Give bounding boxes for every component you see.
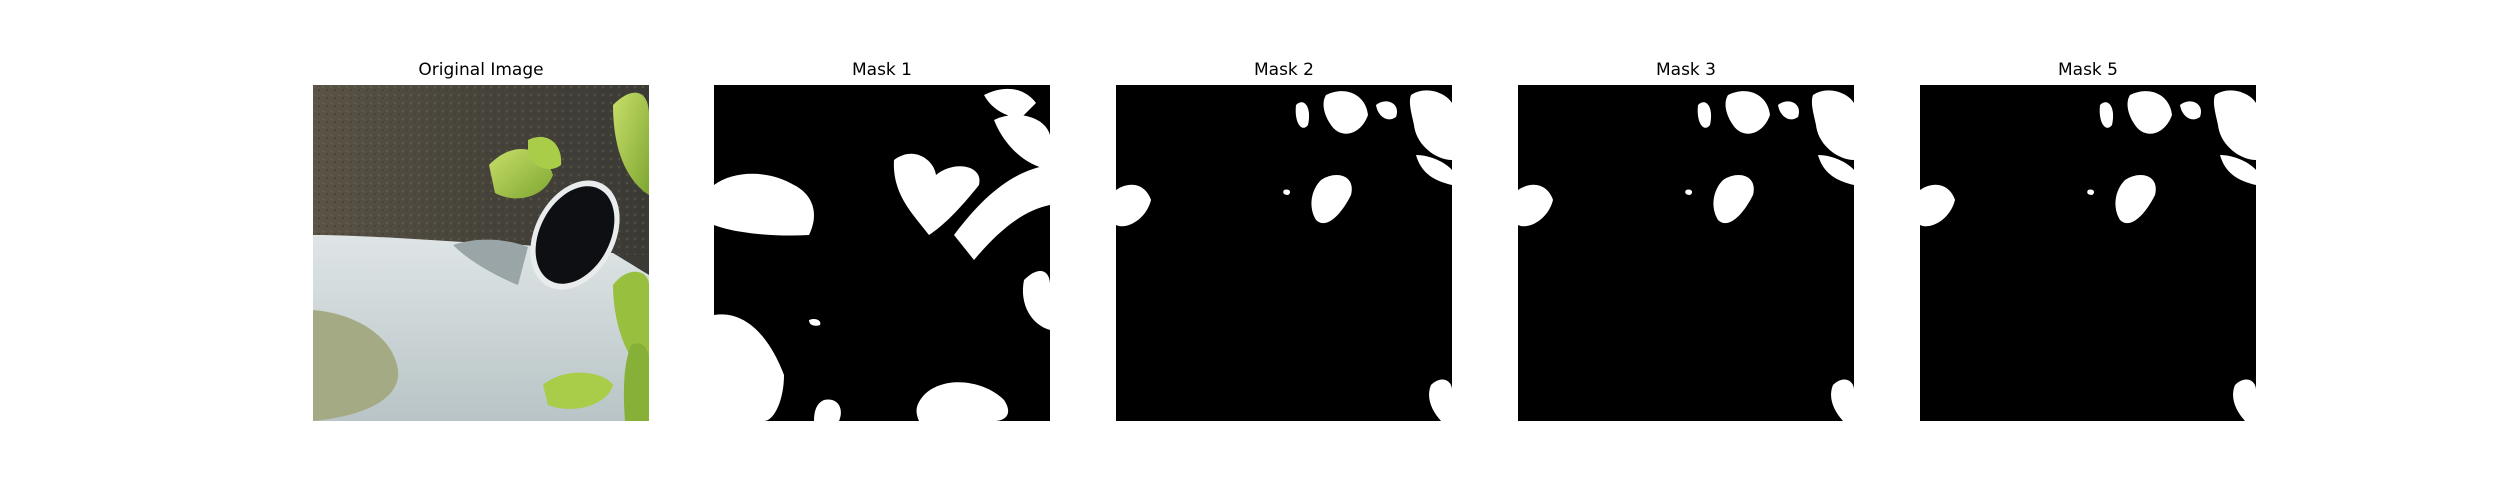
- mask-1-panel: Mask 1: [714, 0, 1050, 500]
- mask-5-image: [1920, 85, 2256, 421]
- original-image: [313, 85, 649, 421]
- panel-title-mask-3: Mask 3: [1655, 60, 1716, 80]
- mask-2-panel: Mask 2: [1116, 0, 1452, 500]
- panel-title-mask-5: Mask 5: [2057, 60, 2118, 80]
- panel-title-mask-2: Mask 2: [1253, 60, 1314, 80]
- mask-5-panel: Mask 5: [1920, 0, 2256, 500]
- mask-3-image: [1518, 85, 1854, 421]
- mask-2-image: [1116, 85, 1452, 421]
- original-image-panel: Original Image: [313, 0, 649, 500]
- panel-title-mask-1: Mask 1: [851, 60, 912, 80]
- mask-1-image: [714, 85, 1050, 421]
- mask-3-panel: Mask 3: [1518, 0, 1854, 500]
- panel-title-original: Original Image: [418, 60, 544, 80]
